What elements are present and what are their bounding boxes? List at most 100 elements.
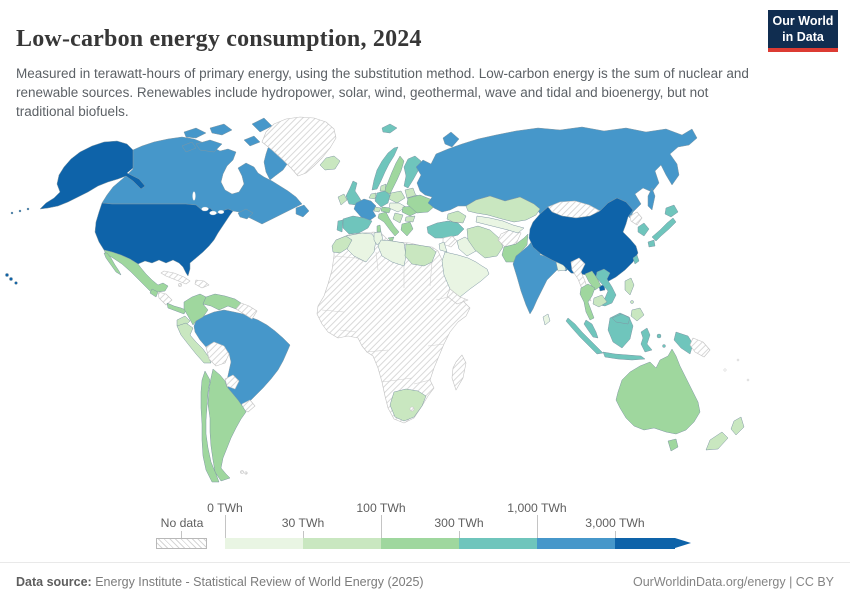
- legend-no-data-swatch[interactable]: [156, 538, 207, 549]
- region-algeria[interactable]: [345, 232, 377, 263]
- region-portugal[interactable]: [336, 219, 344, 233]
- region-madagascar[interactable]: [451, 354, 467, 391]
- region-svalbard[interactable]: [381, 123, 398, 134]
- region-japan-hokkaido[interactable]: [664, 204, 679, 218]
- region-canada-nova-scotia[interactable]: [237, 208, 254, 220]
- region-france[interactable]: [353, 198, 377, 222]
- region-venezuela[interactable]: [202, 293, 242, 311]
- region-new-zealand-north[interactable]: [730, 416, 745, 436]
- region-usa-hawaii-3[interactable]: [14, 281, 18, 285]
- region-libya[interactable]: [377, 239, 407, 267]
- region-indonesia-sumatra[interactable]: [565, 317, 604, 355]
- region-honduras-nicaragua[interactable]: [157, 291, 173, 306]
- region-north-korea[interactable]: [629, 211, 643, 226]
- region-japan-honshu[interactable]: [651, 217, 677, 242]
- region-australia[interactable]: [615, 348, 701, 435]
- region-mexico[interactable]: [103, 249, 169, 294]
- region-mexico-baja[interactable]: [103, 252, 122, 276]
- region-netherlands[interactable]: [368, 192, 377, 200]
- license-link[interactable]: OurWorldinData.org/energy | CC BY: [632, 574, 834, 589]
- region-jamaica[interactable]: [178, 283, 182, 287]
- legend-segment-0-30[interactable]: [225, 538, 303, 549]
- region-philippines-visayas[interactable]: [630, 300, 634, 304]
- legend-segment-300-1000[interactable]: [459, 538, 537, 549]
- region-iran[interactable]: [466, 225, 504, 259]
- region-philippines-mindanao[interactable]: [630, 307, 645, 322]
- region-greenland[interactable]: [261, 116, 337, 177]
- region-taiwan[interactable]: [632, 254, 640, 265]
- region-denmark[interactable]: [379, 183, 387, 192]
- region-cuba[interactable]: [160, 270, 191, 285]
- region-chile[interactable]: [200, 370, 220, 483]
- region-japan-kyushu[interactable]: [647, 239, 656, 248]
- region-austria[interactable]: [380, 206, 392, 214]
- region-south-korea[interactable]: [637, 222, 650, 237]
- region-falklands-1[interactable]: [240, 470, 244, 474]
- region-canada-victoria-island[interactable]: [195, 139, 223, 153]
- region-italy-sardinia[interactable]: [376, 224, 382, 233]
- region-indonesia-moluccas-2[interactable]: [662, 344, 666, 348]
- region-argentina[interactable]: [207, 368, 247, 482]
- region-hispaniola[interactable]: [194, 279, 210, 289]
- region-indonesia-papua[interactable]: [673, 331, 694, 355]
- region-cambodia[interactable]: [592, 294, 608, 308]
- region-guianas[interactable]: [235, 302, 258, 320]
- region-colombia[interactable]: [183, 293, 209, 326]
- region-germany[interactable]: [374, 190, 391, 208]
- legend-segment-100-300[interactable]: [381, 538, 459, 549]
- region-pakistan[interactable]: [501, 233, 529, 263]
- region-canada-arctic-island-3[interactable]: [243, 135, 261, 147]
- region-canada-banks-island[interactable]: [181, 141, 197, 153]
- legend-segment-3000+[interactable]: [615, 538, 675, 549]
- region-ireland[interactable]: [337, 193, 348, 206]
- region-czech-hungary[interactable]: [388, 202, 407, 213]
- region-malaysia-borneo[interactable]: [611, 313, 631, 325]
- region-china[interactable]: [528, 197, 639, 283]
- region-usa-hawaii-2[interactable]: [9, 277, 13, 281]
- region-italy[interactable]: [377, 211, 400, 237]
- region-paraguay[interactable]: [224, 374, 240, 390]
- region-iceland[interactable]: [319, 155, 341, 171]
- region-papua-new-guinea[interactable]: [689, 337, 711, 358]
- region-usa-hawaii-1[interactable]: [5, 273, 9, 277]
- region-canada-newfoundland[interactable]: [295, 204, 310, 218]
- region-kazakhstan[interactable]: [465, 195, 541, 223]
- region-sweden[interactable]: [383, 155, 405, 195]
- region-indonesia-moluccas-1[interactable]: [656, 333, 662, 339]
- region-bulgaria[interactable]: [404, 215, 416, 223]
- region-lesotho[interactable]: [409, 406, 415, 412]
- region-new-zealand-south[interactable]: [705, 431, 729, 451]
- region-indonesia-sulawesi[interactable]: [640, 327, 653, 353]
- region-turkey[interactable]: [426, 220, 465, 239]
- region-vietnam[interactable]: [595, 268, 617, 307]
- region-russia-novaya-zemlya[interactable]: [442, 131, 460, 148]
- region-usa-aleutians-1[interactable]: [26, 207, 30, 211]
- region-bolivia[interactable]: [205, 341, 230, 367]
- region-falklands-2[interactable]: [244, 471, 248, 475]
- region-spain[interactable]: [342, 215, 373, 235]
- region-south-africa[interactable]: [389, 388, 427, 422]
- legend-segment-30-100[interactable]: [303, 538, 381, 549]
- region-saudi-arabia[interactable]: [441, 251, 490, 298]
- region-egypt[interactable]: [404, 243, 437, 267]
- region-sri-lanka[interactable]: [542, 313, 551, 326]
- region-greece[interactable]: [400, 221, 414, 237]
- region-costa-rica-panama[interactable]: [166, 302, 187, 315]
- region-usa-aleutians-2[interactable]: [18, 209, 22, 213]
- region-ukraine[interactable]: [406, 194, 437, 214]
- region-indonesia-java[interactable]: [602, 351, 646, 361]
- region-switzerland[interactable]: [373, 206, 382, 213]
- region-central-asia[interactable]: [475, 215, 525, 234]
- region-yemen[interactable]: [446, 288, 469, 305]
- region-laos[interactable]: [584, 270, 602, 291]
- region-russia-sakhalin[interactable]: [647, 187, 656, 211]
- region-philippines-luzon[interactable]: [624, 277, 635, 296]
- legend-segment-1000-3000[interactable]: [537, 538, 615, 549]
- region-usa-alaska[interactable]: [39, 140, 146, 210]
- region-guatemala[interactable]: [149, 288, 159, 298]
- region-finland[interactable]: [403, 155, 422, 189]
- region-canada-arctic-island-1[interactable]: [183, 127, 207, 139]
- region-poland[interactable]: [388, 190, 406, 204]
- region-balkans[interactable]: [392, 212, 404, 224]
- region-tasmania[interactable]: [667, 438, 679, 452]
